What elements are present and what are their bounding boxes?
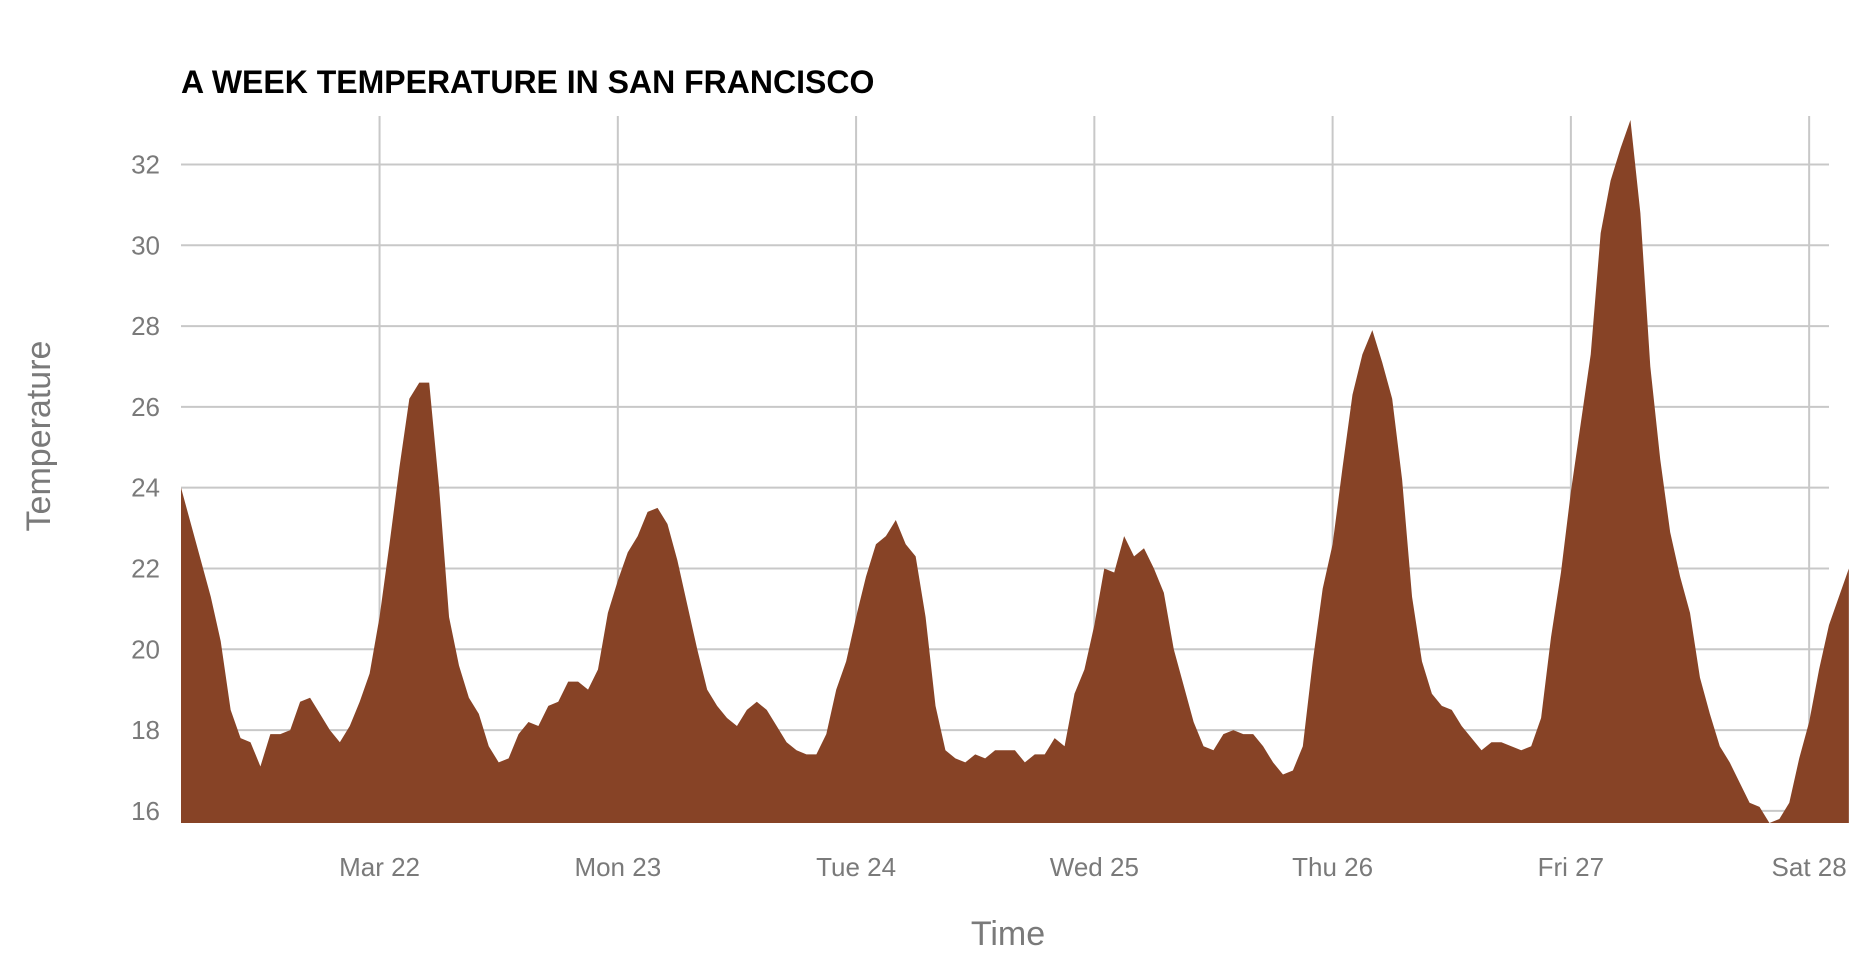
x-tick-label: Thu 26 [1292,852,1373,882]
x-axis-ticks: Mar 22 Mon 23 Tue 24 Wed 25 Thu 26 Fri 27 Sat … [339,852,1847,882]
y-tick-label: 18 [131,715,160,745]
y-axis-label: Temperature [20,341,58,532]
y-tick-label: 22 [131,553,160,583]
y-tick-label: 28 [131,311,160,341]
x-tick-label: Wed 25 [1050,852,1139,882]
temperature-area-series [181,120,1849,824]
x-axis-label: Time [971,915,1045,953]
y-tick-label: 26 [131,392,160,422]
y-tick-label: 32 [131,149,160,179]
y-tick-label: 30 [131,230,160,260]
x-tick-label: Fri 27 [1538,852,1604,882]
x-tick-label: Mar 22 [339,852,420,882]
y-axis-ticks: 16 18 20 22 24 26 28 30 32 [131,149,160,825]
y-tick-label: 16 [131,796,160,826]
y-tick-label: 24 [131,473,160,503]
x-tick-label: Mon 23 [574,852,661,882]
x-tick-label: Sat 28 [1772,852,1847,882]
x-tick-label: Tue 24 [816,852,896,882]
y-tick-label: 20 [131,634,160,664]
chart-title: A WEEK TEMPERATURE IN SAN FRANCISCO [181,64,874,100]
plot-area [181,120,1849,824]
